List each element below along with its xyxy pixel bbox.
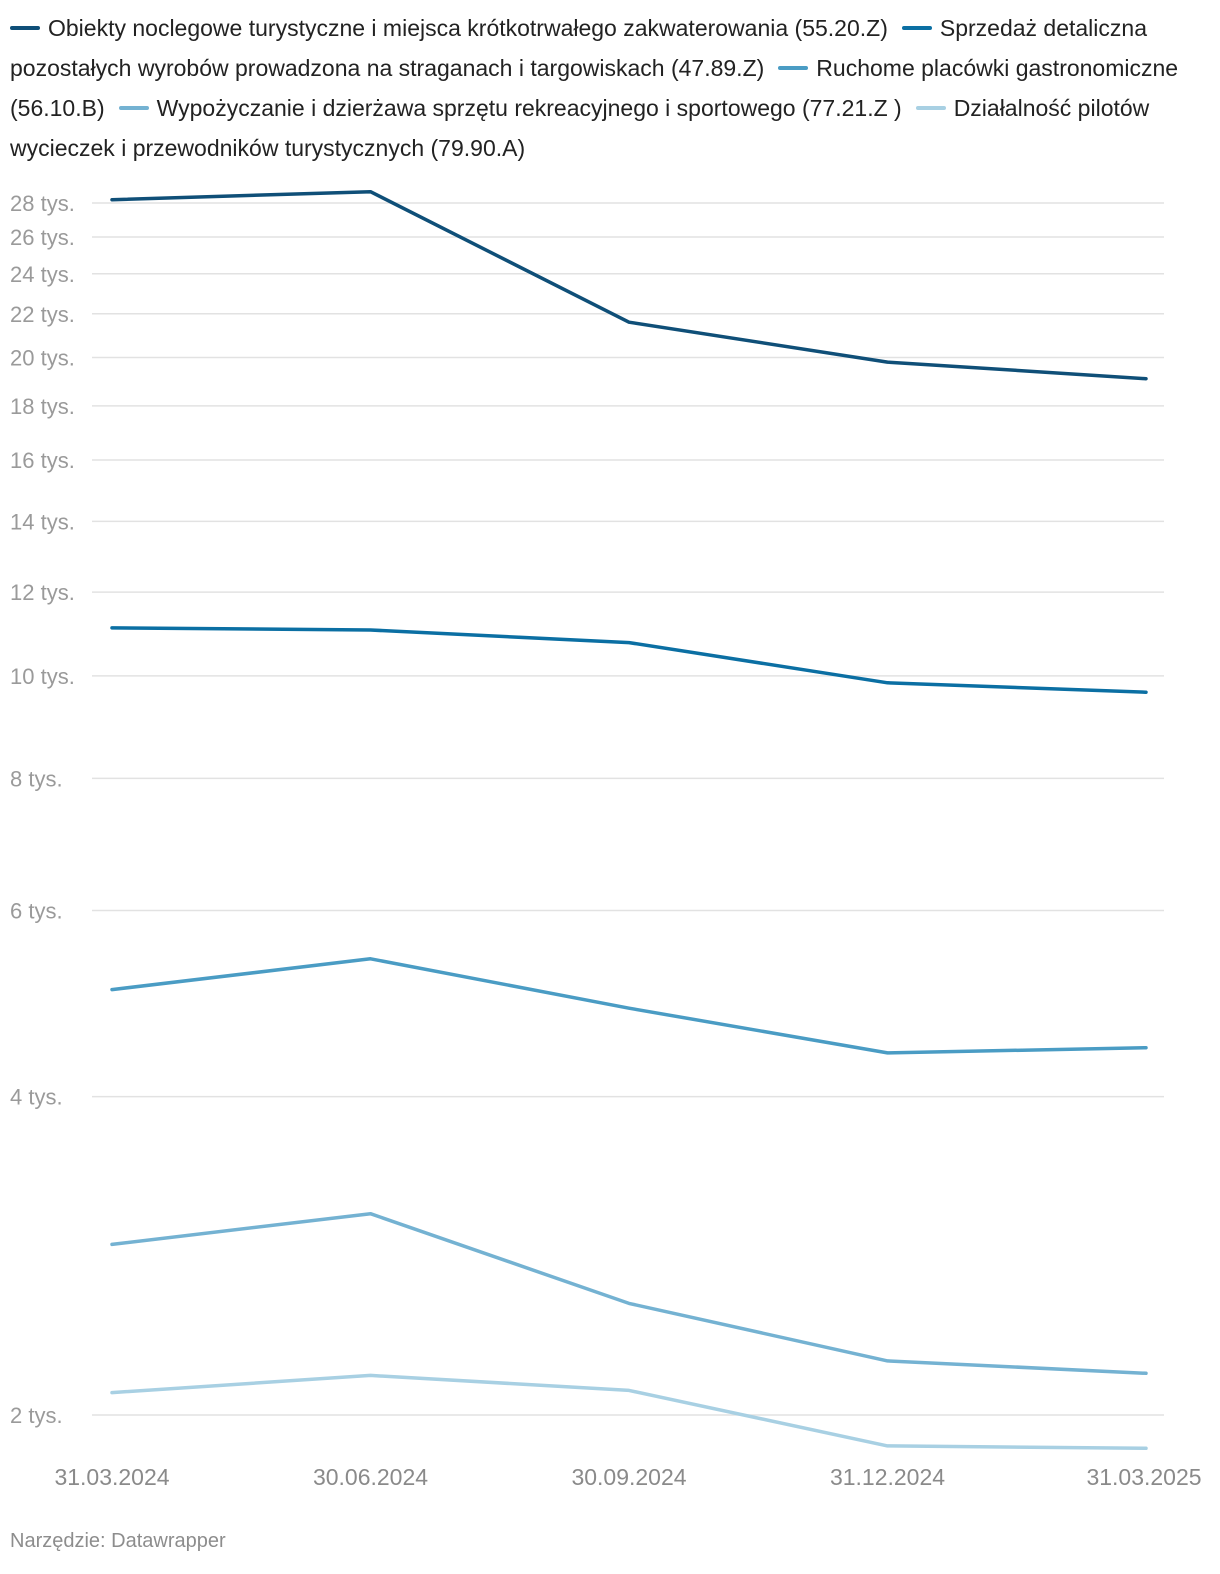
chart-legend: Obiekty noclegowe turystyczne i miejsca …: [10, 8, 1210, 168]
series-line-5: [110, 1373, 1148, 1451]
legend-swatch: [901, 25, 932, 30]
series-line-4: [110, 1211, 1148, 1376]
y-axis-tick-labels: 2 tys. 4 tys. 6 tys. 8 tys. 10 tys. 12 tys. 14…: [10, 191, 75, 1428]
y-tick-label: 18 tys.: [10, 394, 75, 419]
series-line-1: [110, 189, 1148, 381]
grid-lines: [92, 202, 1164, 1416]
y-tick-label: 14 tys.: [10, 509, 75, 534]
legend-item: Działalność pilotów wycieczek i przewodn…: [10, 95, 1149, 161]
y-tick-label: 12 tys.: [10, 580, 75, 605]
x-tick-label: 30.09.2024: [571, 1464, 686, 1490]
series-lines: [110, 189, 1148, 1451]
y-tick-label: 2 tys.: [10, 1403, 63, 1428]
legend-label: Działalność pilotów wycieczek i przewodn…: [10, 95, 1150, 161]
legend-swatch: [10, 25, 40, 30]
legend-item: Wypożyczanie i dzierżawa sprzętu rekreac…: [118, 95, 902, 121]
legend-swatch: [915, 105, 946, 110]
legend-swatch: [778, 65, 809, 70]
series-line-2: [110, 626, 1148, 694]
x-tick-label: 30.06.2024: [313, 1464, 428, 1490]
legend-label: Sprzedaż detaliczna pozostałych wyrobów …: [10, 15, 1147, 81]
y-tick-label: 10 tys.: [10, 664, 75, 689]
x-tick-label: 31.03.2025: [1086, 1464, 1201, 1490]
y-tick-label: 4 tys.: [10, 1085, 63, 1110]
y-tick-label: 8 tys.: [10, 766, 63, 791]
y-tick-label: 28 tys.: [10, 191, 75, 216]
y-tick-label: 22 tys.: [10, 302, 75, 327]
y-tick-label: 6 tys.: [10, 898, 63, 923]
legend-label: Obiekty noclegowe turystyczne i miejsca …: [48, 15, 888, 41]
source-note: Narzędzie: Datawrapper: [10, 1530, 226, 1552]
series-line-3: [110, 957, 1148, 1055]
y-tick-label: 16 tys.: [10, 448, 75, 473]
x-tick-label: 31.03.2024: [54, 1464, 169, 1490]
y-tick-label: 26 tys.: [10, 225, 75, 250]
legend-item: Sprzedaż detaliczna pozostałych wyrobów …: [10, 15, 1147, 81]
y-tick-label: 20 tys.: [10, 346, 75, 371]
legend-label: Wypożyczanie i dzierżawa sprzętu rekreac…: [156, 95, 902, 121]
x-axis-tick-labels: 31.03.2024 30.06.2024 30.09.2024 31.12.2024…: [54, 1464, 1201, 1490]
legend-item: Ruchome placówki gastronomiczne (56.10.B…: [10, 55, 1178, 121]
legend-swatch: [118, 105, 149, 110]
legend-label: Ruchome placówki gastronomiczne (56.10.B…: [10, 55, 1179, 121]
x-tick-label: 31.12.2024: [830, 1464, 945, 1490]
y-tick-label: 24 tys.: [10, 262, 75, 287]
legend-item: Obiekty noclegowe turystyczne i miejsca …: [10, 15, 888, 41]
